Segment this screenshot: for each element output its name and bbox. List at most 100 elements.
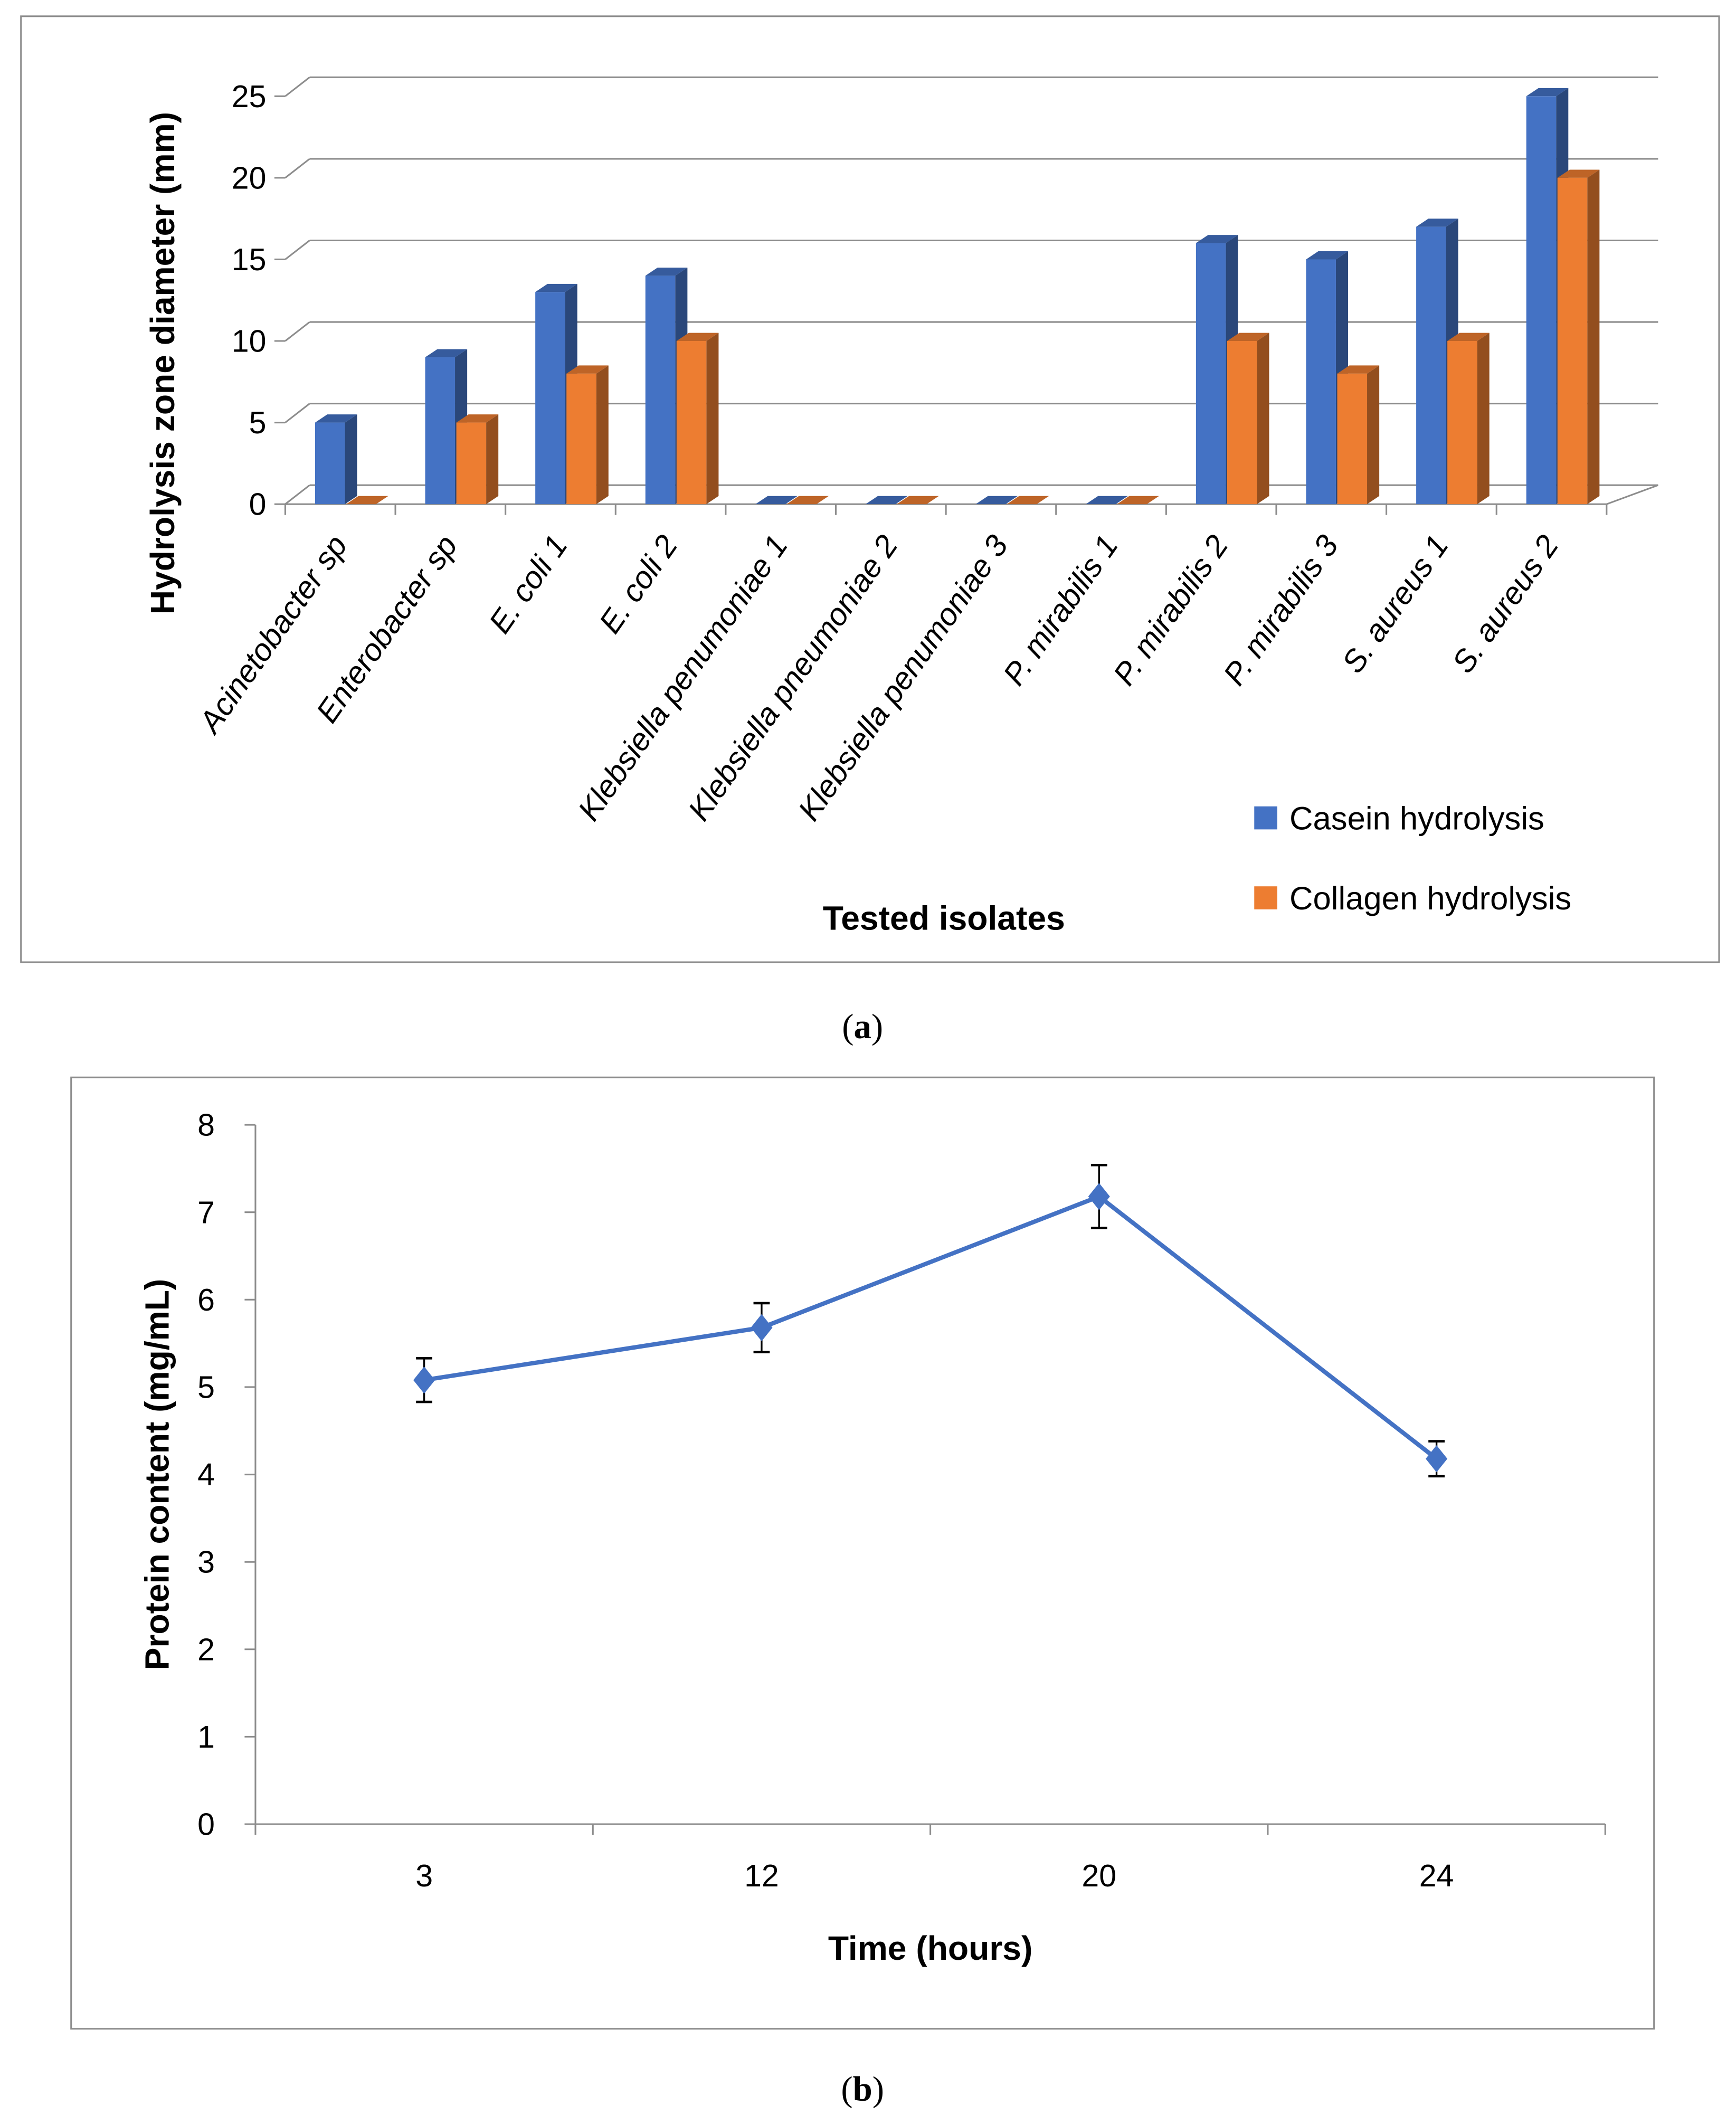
bar-front: [315, 422, 345, 505]
data-point-marker: [1088, 1183, 1110, 1210]
bar-top: [1557, 169, 1600, 178]
y-tick-label: 15: [232, 242, 267, 277]
legend-label-collagen: Collagen hydrolysis: [1289, 880, 1571, 917]
bar-side: [486, 414, 499, 505]
bar-collagen: [1117, 496, 1159, 505]
y-tick-label: 1: [197, 1720, 215, 1754]
gridline-side: [284, 321, 310, 342]
bar-front: [1557, 177, 1588, 505]
bar-side: [1587, 169, 1600, 505]
bar-front: [1416, 226, 1446, 505]
chart-a-bars: [315, 88, 1600, 505]
bar-collagen: [676, 333, 719, 505]
gridline-side: [284, 77, 310, 97]
bar-casein: [315, 414, 357, 505]
bar-casein: [975, 496, 1018, 505]
y-tick-label: 2: [197, 1632, 215, 1667]
bar-collagen: [1447, 333, 1490, 505]
legend-swatch-collagen: [1254, 886, 1277, 909]
bar-collagen: [1227, 333, 1269, 505]
gridline-side: [284, 240, 310, 260]
bar-collagen: [1007, 496, 1049, 505]
bar-casein: [1086, 496, 1128, 505]
chart-a-x-axis-title: Tested isolates: [823, 899, 1065, 937]
bar-top: [425, 349, 468, 357]
bar-top: [786, 496, 829, 505]
series-line: [423, 1194, 1438, 1460]
y-tick-label: 5: [249, 405, 267, 440]
bar-collagen: [1337, 365, 1380, 505]
y-tick-label: 8: [197, 1108, 215, 1143]
floor-edge: [1606, 484, 1658, 505]
bar-casein: [866, 496, 908, 505]
bar-front: [425, 357, 456, 505]
chart-b-x-axis-title: Time (hours): [828, 1929, 1033, 1967]
bar-collagen: [566, 365, 609, 505]
bar-front: [1306, 259, 1336, 505]
x-tick-label: 12: [744, 1858, 779, 1893]
bar-side: [1257, 333, 1269, 505]
bar-front: [676, 341, 707, 505]
y-tick-label: 5: [197, 1370, 215, 1405]
chart-b-frame: [70, 1076, 1655, 2030]
bar-front: [645, 276, 676, 505]
bar-side: [706, 333, 719, 505]
bar-top: [975, 496, 1018, 505]
bar-front: [1447, 341, 1477, 505]
bar-side: [596, 365, 609, 505]
bar-front: [1526, 96, 1557, 505]
bar-side: [1367, 365, 1380, 505]
data-point-marker: [1426, 1445, 1448, 1473]
bar-front: [1337, 373, 1368, 505]
chart-b-caption: (b): [841, 2070, 884, 2109]
gridline-side: [284, 158, 310, 179]
x-tick-label: 20: [1082, 1858, 1116, 1893]
chart-a-y-ticks: 0 5 10 15 20 25: [232, 79, 267, 522]
bar-front: [566, 373, 596, 505]
y-tick-label: 4: [197, 1457, 215, 1492]
bar-top: [897, 496, 939, 505]
gridline-side: [284, 484, 310, 505]
data-point-marker: [751, 1314, 773, 1342]
y-tick-label: 10: [232, 324, 267, 359]
chart-a-legend: Casein hydrolysis Collagen hydrolysis: [1254, 800, 1571, 917]
bar-collagen: [456, 414, 499, 505]
chart-a-y-axis-title: Hydrolysis zone diameter (mm): [144, 112, 182, 614]
bar-collagen: [346, 496, 388, 505]
bar-top: [1306, 251, 1349, 260]
bar-collagen: [1557, 169, 1600, 505]
x-tick-label: 24: [1419, 1858, 1454, 1893]
legend-swatch-casein: [1254, 806, 1277, 830]
bar-top: [1337, 365, 1380, 374]
bar-top: [346, 496, 388, 505]
bar-top: [1526, 88, 1569, 97]
chart-b-series: [413, 1163, 1448, 1478]
bar-front: [535, 292, 565, 505]
y-tick-label: 20: [232, 160, 267, 195]
bar-front: [1227, 341, 1257, 505]
y-tick-label: 3: [197, 1545, 215, 1580]
bar-front: [1196, 243, 1226, 505]
chart-b-y-axis-title: Protein content (mg/mL): [138, 1279, 176, 1671]
bar-top: [535, 283, 577, 292]
gridline-side: [284, 403, 310, 423]
bar-top: [1227, 333, 1269, 341]
bar-collagen: [897, 496, 939, 505]
bar-top: [456, 414, 499, 423]
bar-top: [1117, 496, 1159, 505]
y-tick-label: 6: [197, 1283, 215, 1317]
y-tick-label: 7: [197, 1195, 215, 1230]
bar-top: [1416, 219, 1458, 227]
bar-collagen: [786, 496, 829, 505]
bar-top: [755, 496, 798, 505]
bar-top: [866, 496, 908, 505]
bar-side: [345, 414, 357, 505]
bar-side: [1477, 333, 1490, 505]
bar-front: [456, 422, 487, 505]
y-tick-label: 0: [249, 487, 267, 522]
y-tick-label: 25: [232, 79, 267, 114]
